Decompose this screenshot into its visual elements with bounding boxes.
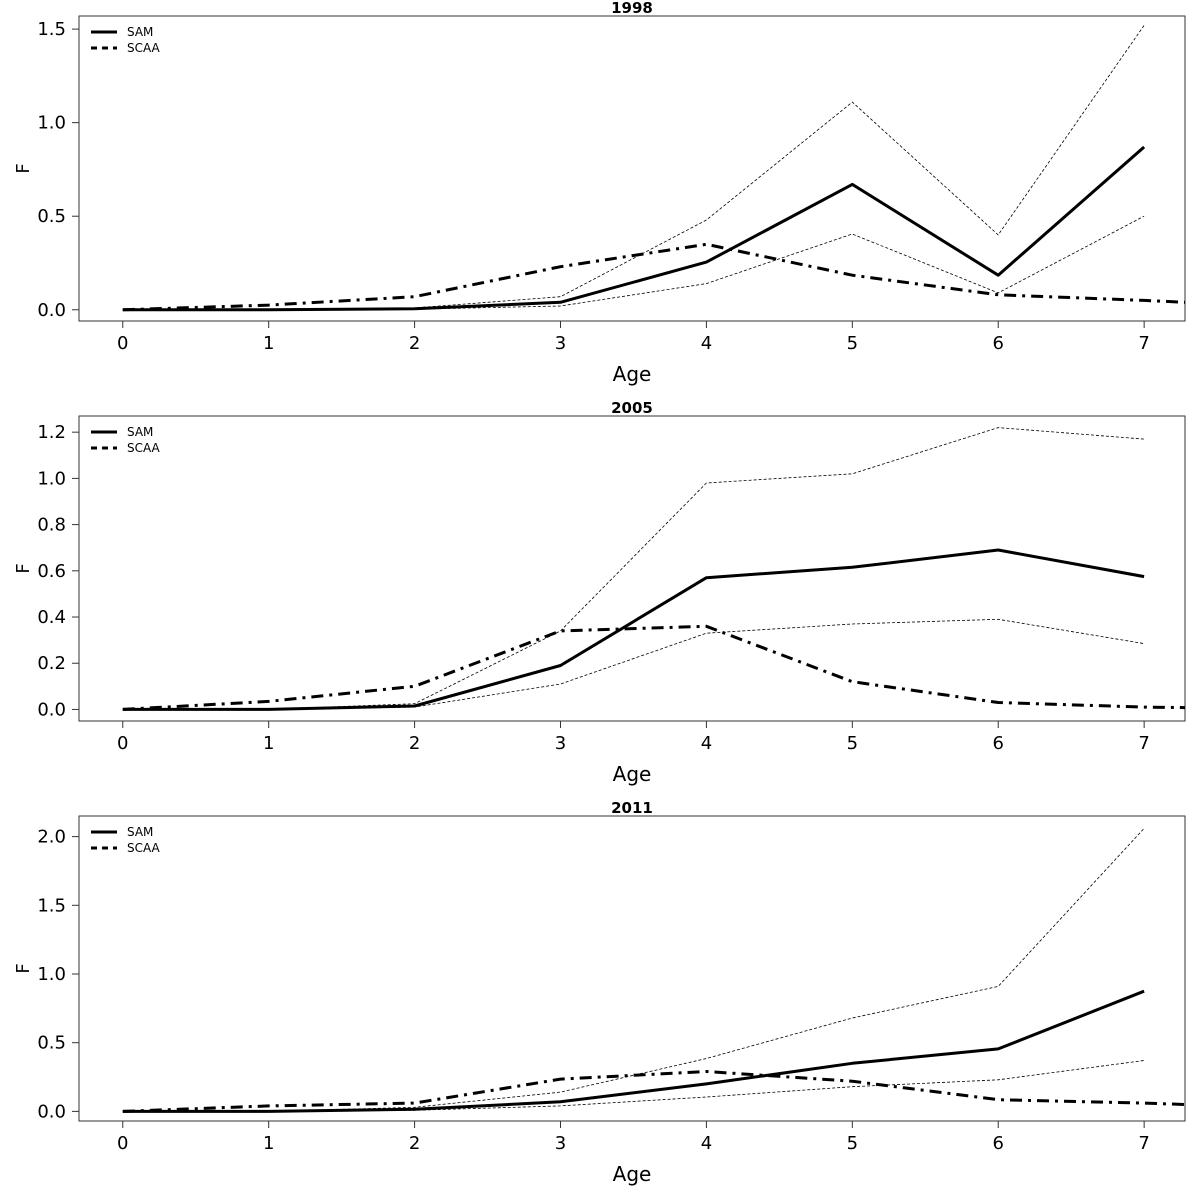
legend: SAM SCAA: [91, 825, 161, 855]
chart-panel-2011: 0 1 2 3 4 5 6 7 0.0 0.5 1.0 1.5 2.0 Age F 2011 SAM SCAA: [13, 799, 1186, 1186]
x-tick-label: 2: [409, 333, 420, 354]
y-tick-label: 1.0: [37, 468, 66, 489]
chart-panel-1998: 0 1 2 3 4 5 6 7 0.0 0.5 1.0 1.5 Age F 1998 SAM SCAA: [13, 0, 1186, 386]
x-tick-label: 4: [701, 733, 712, 754]
confidence-band-line: [122, 1060, 1145, 1112]
chart-panel-2005: 0 1 2 3 4 5 6 7 0.0 0.2 0.4 0.6 0.8 1.0 1.2 Age F 2005 SAM…: [13, 399, 1186, 786]
legend-label: SCAA: [127, 441, 161, 455]
plot-frame: [78, 415, 1186, 722]
x-tick-label: 2: [409, 733, 420, 754]
x-tick-label: 5: [847, 333, 858, 354]
y-tick-label: 1.0: [37, 113, 66, 134]
y-tick-label: 0.4: [37, 607, 66, 628]
y-tick-label: 0.6: [37, 561, 66, 582]
confidence-band-line: [122, 427, 1145, 710]
y-tick-label: 0.0: [37, 699, 66, 720]
confidence-band-line: [122, 215, 1145, 311]
y-tick-label: 1.5: [37, 895, 66, 916]
y-tick-label: 0.5: [37, 1033, 66, 1054]
x-tick-label: 6: [993, 333, 1004, 354]
x-tick-label: 1: [263, 1133, 274, 1154]
series-group: [122, 25, 1185, 312]
panel-title: 1998: [611, 0, 653, 17]
y-tick-label: 1.0: [37, 964, 66, 985]
x-tick-label: 1: [263, 733, 274, 754]
x-tick-label: 3: [555, 333, 566, 354]
series-line-sam: [122, 989, 1145, 1113]
x-tick-label: 6: [993, 1133, 1004, 1154]
x-tick-label: 5: [847, 1133, 858, 1154]
plot-frame: [78, 15, 1186, 322]
series-line-sam: [122, 145, 1146, 312]
y-axis-label: F: [13, 963, 34, 973]
series-group: [122, 828, 1185, 1113]
legend-label: SAM: [127, 425, 153, 439]
legend-label: SAM: [127, 825, 153, 839]
x-tick-label: 4: [701, 1133, 712, 1154]
x-axis-label: Age: [613, 362, 652, 386]
series-line-scaa: [122, 624, 1185, 711]
series-line-scaa: [122, 1070, 1185, 1113]
confidence-band-line: [122, 25, 1145, 311]
y-axis-label: F: [13, 563, 34, 573]
series-group: [122, 427, 1185, 711]
y-tick-label: 2.0: [37, 827, 66, 848]
x-tick-label: 0: [117, 1133, 128, 1154]
x-tick-label: 0: [117, 333, 128, 354]
x-tick-label: 4: [701, 333, 712, 354]
plot-frame: [78, 815, 1186, 1122]
legend-label: SCAA: [127, 41, 161, 55]
y-tick-label: 1.5: [37, 19, 66, 40]
x-axis-label: Age: [613, 1162, 652, 1186]
legend-label: SAM: [127, 25, 153, 39]
x-tick-label: 3: [555, 733, 566, 754]
legend: SAM SCAA: [91, 25, 161, 55]
x-tick-label: 7: [1138, 333, 1149, 354]
y-axis-label: F: [13, 163, 34, 173]
x-tick-label: 0: [117, 733, 128, 754]
panel-title: 2005: [611, 399, 653, 417]
x-tick-label: 2: [409, 1133, 420, 1154]
y-tick-label: 0.5: [37, 206, 66, 227]
x-tick-label: 7: [1138, 733, 1149, 754]
confidence-band-line: [122, 618, 1145, 710]
y-tick-label: 0.2: [37, 653, 66, 674]
confidence-band-line: [122, 828, 1145, 1112]
x-tick-label: 1: [263, 333, 274, 354]
legend-label: SCAA: [127, 841, 161, 855]
panel-title: 2011: [611, 799, 653, 817]
y-tick-label: 0.0: [37, 1101, 66, 1122]
x-tick-label: 3: [555, 1133, 566, 1154]
y-tick-label: 1.2: [37, 422, 66, 443]
legend: SAM SCAA: [91, 425, 161, 455]
x-axis-label: Age: [613, 762, 652, 786]
x-tick-label: 6: [993, 733, 1004, 754]
x-tick-label: 5: [847, 733, 858, 754]
series-line-scaa: [122, 242, 1185, 312]
x-tick-label: 7: [1138, 1133, 1149, 1154]
y-tick-label: 0.0: [37, 300, 66, 321]
y-tick-label: 0.8: [37, 515, 66, 536]
